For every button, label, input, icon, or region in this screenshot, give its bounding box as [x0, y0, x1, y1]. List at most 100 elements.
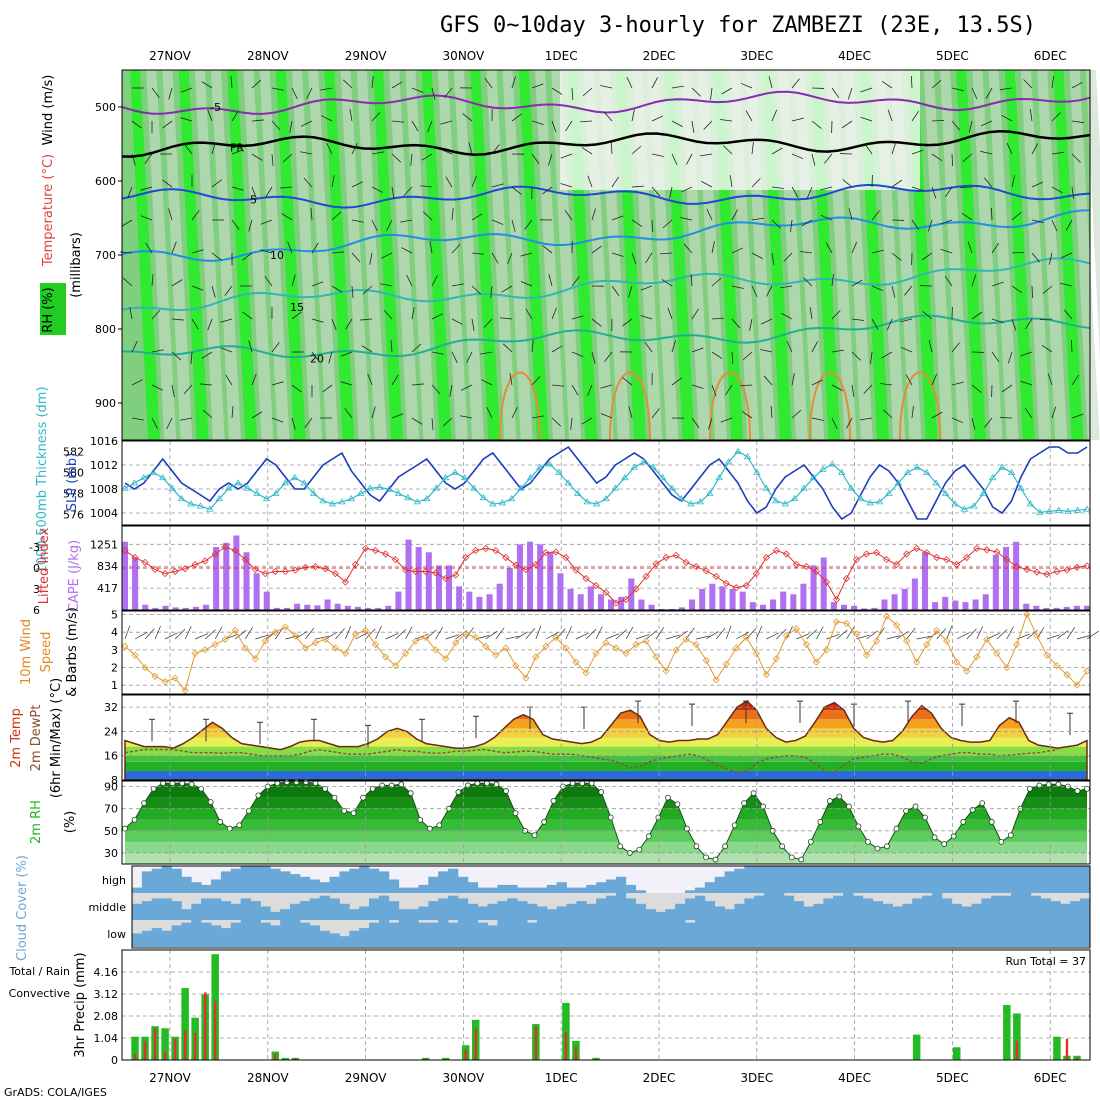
cloud-cover-cell	[349, 868, 360, 893]
cape-bar	[1053, 607, 1060, 610]
cloud-cover-cell	[803, 866, 814, 893]
thickness-point	[536, 463, 544, 470]
wind-barb	[931, 119, 945, 122]
surface-wind-barb	[966, 628, 977, 640]
wind-barb	[631, 109, 635, 122]
wind-speed-point	[862, 651, 871, 659]
surface-wind-barb	[375, 626, 382, 640]
cloud-cover-cell	[882, 920, 893, 947]
rh-point	[1084, 785, 1090, 792]
li-point	[612, 599, 620, 607]
cloud-cover-cell	[171, 868, 182, 893]
thickness-point	[423, 494, 431, 502]
thickness-point	[196, 502, 205, 509]
wind-barb	[131, 120, 142, 129]
cloud-cover-cell	[1010, 866, 1022, 893]
thickness-point	[800, 484, 808, 491]
cloud-cover-cell	[319, 895, 330, 920]
wind-barb	[411, 343, 422, 353]
cloud-axis-label: Cloud Cover (%)	[15, 855, 30, 961]
li-point	[602, 588, 610, 597]
wind-barb	[121, 219, 133, 227]
cape-bar	[719, 586, 726, 610]
rh-point	[1036, 782, 1043, 789]
wind-barb	[140, 215, 153, 221]
wind-barb	[711, 351, 723, 359]
wind-barb	[644, 342, 653, 353]
thickness-point	[272, 489, 280, 496]
precip-tick: 3.12	[94, 988, 119, 1001]
rh-point	[198, 785, 205, 792]
cloud-cover-cell	[931, 893, 943, 920]
wind-barb	[386, 219, 393, 231]
wind-speed-point	[522, 674, 530, 682]
wind-tick: 3	[111, 644, 118, 657]
wind-barb	[983, 177, 993, 188]
wind-barb	[201, 351, 213, 359]
wind-barb	[582, 87, 593, 97]
wind-barb	[511, 113, 522, 122]
rh-point	[665, 794, 671, 801]
wind-barb	[531, 340, 534, 353]
wind-barb	[171, 279, 183, 287]
wind-barb	[651, 153, 664, 157]
wind-barb	[349, 109, 353, 122]
surface-wind-barb	[575, 632, 589, 640]
wind-barb	[921, 252, 933, 261]
cape-bar	[354, 606, 361, 610]
run-total-label: Run Total = 37	[1006, 955, 1087, 968]
surface-wind-barb	[485, 630, 498, 640]
rh-streak	[146, 70, 177, 440]
li-point	[903, 550, 911, 558]
cloud-cover-cell	[586, 884, 597, 893]
convective-label: Convective	[9, 987, 71, 1000]
cloud-cover-cell	[527, 903, 538, 920]
wind-speed-point	[923, 640, 931, 649]
li-point	[842, 574, 851, 583]
wind-speed-point	[973, 653, 981, 661]
wind-barb	[886, 318, 893, 331]
cloud-cover-cell	[546, 920, 558, 947]
wind-barb	[291, 87, 298, 99]
temp-tick: 8	[111, 774, 118, 787]
wind-barb	[940, 219, 953, 225]
wind-speed-point	[822, 646, 831, 654]
surface-wind-barb	[425, 629, 437, 640]
wind-barb	[391, 186, 395, 199]
wind-barb	[723, 145, 733, 155]
wind-speed-point	[381, 653, 390, 661]
wind-barb	[951, 417, 964, 424]
rh-point	[741, 800, 748, 807]
li-point	[1023, 565, 1031, 573]
wind-barb	[985, 87, 993, 99]
wind-barb	[362, 285, 373, 295]
rh-streak	[389, 70, 420, 440]
thickness-point	[319, 497, 327, 504]
li-point	[682, 558, 690, 566]
cape-bar	[466, 591, 473, 610]
surface-wind-barb	[545, 632, 559, 640]
temp-band	[125, 737, 1087, 747]
wind-barb	[207, 318, 213, 331]
wind-speed-point	[933, 626, 941, 634]
wind-barb	[391, 374, 399, 386]
surface-wind-barb	[715, 627, 726, 640]
surface-wind-barb	[235, 629, 247, 640]
wind-barb	[1011, 175, 1016, 188]
cloud-cover-cell	[922, 895, 933, 920]
rh-streak	[1021, 70, 1051, 440]
cape-bar	[810, 565, 817, 610]
surface-wind-barb	[244, 626, 253, 640]
wind-barb	[331, 285, 343, 293]
dry-region	[560, 70, 920, 190]
wind-speed-point	[762, 671, 770, 679]
wind-speed-point	[351, 630, 360, 638]
cloud-cover-cell	[141, 901, 153, 920]
li-point	[191, 560, 199, 569]
cloud-cover-cell	[378, 895, 390, 920]
rh-point	[598, 789, 605, 795]
cloud-cover-cell	[1040, 898, 1051, 920]
rh-point	[531, 832, 538, 839]
wind-barb	[560, 183, 573, 188]
wind-barb	[662, 219, 673, 229]
